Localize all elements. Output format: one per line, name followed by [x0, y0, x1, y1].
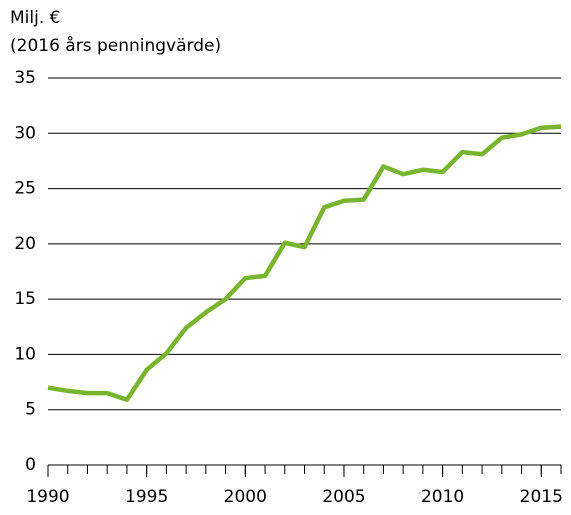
x-tick-label: 2000: [224, 487, 267, 507]
y-tick-label: 0: [25, 455, 36, 475]
y-tick-label: 15: [14, 289, 36, 309]
x-tick-label: 2005: [322, 487, 365, 507]
y-tick-label: 30: [14, 123, 36, 143]
x-tick-label: 2010: [421, 487, 464, 507]
y-tick-label: 35: [14, 68, 36, 88]
x-tick-label: 1990: [26, 487, 69, 507]
y-axis-label: (2016 års penningvärde): [10, 35, 221, 56]
x-tick-label: 2015: [520, 487, 563, 507]
y-tick-label: 5: [25, 400, 36, 420]
y-axis-label: Milj. €: [10, 8, 60, 28]
y-tick-label: 10: [14, 344, 36, 364]
y-tick-label: 25: [14, 179, 36, 199]
data-line: [47, 124, 562, 403]
y-tick-label: 20: [14, 234, 36, 254]
x-tick-label: 1995: [125, 487, 168, 507]
